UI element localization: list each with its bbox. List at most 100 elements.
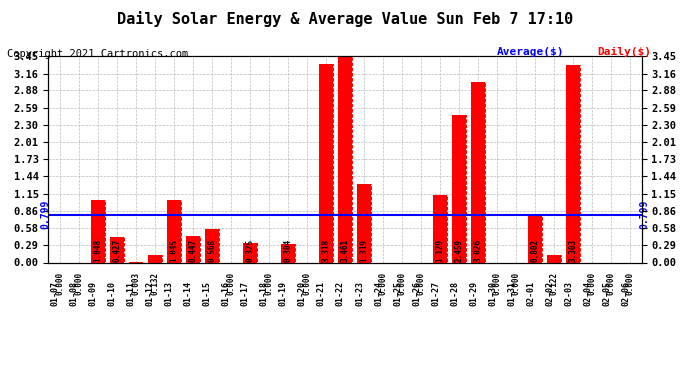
Bar bbox=[148, 255, 162, 262]
Text: 01-15: 01-15 bbox=[203, 281, 212, 306]
Bar bbox=[186, 236, 200, 262]
Text: 0.427: 0.427 bbox=[112, 239, 121, 262]
Bar bbox=[205, 228, 219, 262]
Text: 0.000: 0.000 bbox=[512, 272, 521, 295]
Bar bbox=[547, 255, 562, 262]
Bar bbox=[528, 214, 542, 262]
Bar bbox=[281, 244, 295, 262]
Text: 02-04: 02-04 bbox=[583, 281, 592, 306]
Text: 0.000: 0.000 bbox=[493, 272, 502, 295]
Text: Average($): Average($) bbox=[497, 47, 564, 57]
Text: 3.026: 3.026 bbox=[473, 239, 482, 262]
Bar bbox=[452, 116, 466, 262]
Text: 3.318: 3.318 bbox=[322, 239, 331, 262]
Text: 0.000: 0.000 bbox=[417, 272, 426, 295]
Text: 01-24: 01-24 bbox=[374, 281, 383, 306]
Bar bbox=[357, 184, 371, 262]
Text: 02-01: 02-01 bbox=[526, 281, 535, 306]
Bar bbox=[452, 116, 466, 262]
Text: 0.325: 0.325 bbox=[246, 239, 255, 262]
Text: 01-12: 01-12 bbox=[146, 281, 155, 306]
Text: 0.799: 0.799 bbox=[640, 200, 650, 230]
Bar bbox=[566, 65, 580, 262]
Text: 0.000: 0.000 bbox=[397, 272, 406, 295]
Text: 02-02: 02-02 bbox=[545, 281, 554, 306]
Text: 0.000: 0.000 bbox=[302, 272, 311, 295]
Bar bbox=[338, 56, 352, 262]
Text: 01-11: 01-11 bbox=[127, 281, 136, 306]
Bar bbox=[471, 82, 485, 262]
Text: 01-22: 01-22 bbox=[336, 281, 345, 306]
Bar bbox=[319, 64, 333, 262]
Bar bbox=[90, 200, 105, 262]
Text: 1.129: 1.129 bbox=[435, 239, 444, 262]
Text: 0.000: 0.000 bbox=[75, 272, 83, 295]
Text: Daily Solar Energy & Average Value Sun Feb 7 17:10: Daily Solar Energy & Average Value Sun F… bbox=[117, 11, 573, 27]
Text: 01-16: 01-16 bbox=[222, 281, 231, 306]
Text: 0.447: 0.447 bbox=[188, 239, 197, 262]
Text: 0.003: 0.003 bbox=[131, 272, 140, 295]
Text: 1.048: 1.048 bbox=[93, 239, 102, 262]
Text: 01-21: 01-21 bbox=[317, 281, 326, 306]
Bar bbox=[338, 56, 352, 262]
Text: 01-29: 01-29 bbox=[469, 281, 478, 306]
Text: 01-17: 01-17 bbox=[241, 281, 250, 306]
Text: 01-19: 01-19 bbox=[279, 281, 288, 306]
Bar bbox=[547, 255, 562, 262]
Text: 0.000: 0.000 bbox=[626, 272, 635, 295]
Text: 01-30: 01-30 bbox=[488, 281, 497, 306]
Bar bbox=[243, 243, 257, 262]
Text: 3.303: 3.303 bbox=[569, 239, 578, 262]
Text: 01-26: 01-26 bbox=[412, 281, 421, 306]
Bar bbox=[90, 200, 105, 262]
Text: 01-18: 01-18 bbox=[260, 281, 269, 306]
Bar bbox=[528, 214, 542, 262]
Text: 01-09: 01-09 bbox=[89, 281, 98, 306]
Bar bbox=[281, 244, 295, 262]
Bar bbox=[357, 184, 371, 262]
Text: 2.459: 2.459 bbox=[455, 239, 464, 262]
Text: 01-10: 01-10 bbox=[108, 281, 117, 306]
Text: 0.000: 0.000 bbox=[607, 272, 615, 295]
Text: 0.802: 0.802 bbox=[531, 239, 540, 262]
Bar bbox=[243, 243, 257, 262]
Text: 0.000: 0.000 bbox=[226, 272, 235, 295]
Text: 0.132: 0.132 bbox=[150, 272, 159, 295]
Text: 01-31: 01-31 bbox=[507, 281, 516, 306]
Text: 02-05: 02-05 bbox=[602, 281, 611, 306]
Bar bbox=[205, 228, 219, 262]
Text: 02-06: 02-06 bbox=[621, 281, 630, 306]
Text: 0.000: 0.000 bbox=[55, 272, 64, 295]
Bar bbox=[471, 82, 485, 262]
Text: 01-14: 01-14 bbox=[184, 281, 193, 306]
Text: 02-03: 02-03 bbox=[564, 281, 573, 306]
Text: 1.319: 1.319 bbox=[359, 239, 368, 262]
Bar bbox=[433, 195, 447, 262]
Bar bbox=[167, 200, 181, 262]
Text: 01-07: 01-07 bbox=[50, 281, 60, 306]
Bar bbox=[433, 195, 447, 262]
Text: 0.000: 0.000 bbox=[264, 272, 273, 295]
Text: 1.045: 1.045 bbox=[169, 239, 178, 262]
Bar bbox=[319, 64, 333, 262]
Text: 0.799: 0.799 bbox=[40, 200, 50, 230]
Text: 01-13: 01-13 bbox=[165, 281, 174, 306]
Text: 0.122: 0.122 bbox=[550, 272, 559, 295]
Text: 01-27: 01-27 bbox=[431, 281, 440, 306]
Text: 01-23: 01-23 bbox=[355, 281, 364, 306]
Text: 01-28: 01-28 bbox=[450, 281, 459, 306]
Text: 0.000: 0.000 bbox=[588, 272, 597, 295]
Text: 01-20: 01-20 bbox=[298, 281, 307, 306]
Text: Copyright 2021 Cartronics.com: Copyright 2021 Cartronics.com bbox=[7, 49, 188, 59]
Bar bbox=[186, 236, 200, 262]
Text: 01-25: 01-25 bbox=[393, 281, 402, 306]
Bar bbox=[148, 255, 162, 262]
Text: 01-08: 01-08 bbox=[70, 281, 79, 306]
Text: 0.304: 0.304 bbox=[284, 239, 293, 262]
Text: 3.461: 3.461 bbox=[340, 239, 350, 262]
Text: Daily($): Daily($) bbox=[597, 47, 651, 57]
Bar bbox=[566, 65, 580, 262]
Bar bbox=[110, 237, 124, 262]
Text: 0.568: 0.568 bbox=[208, 239, 217, 262]
Bar bbox=[167, 200, 181, 262]
